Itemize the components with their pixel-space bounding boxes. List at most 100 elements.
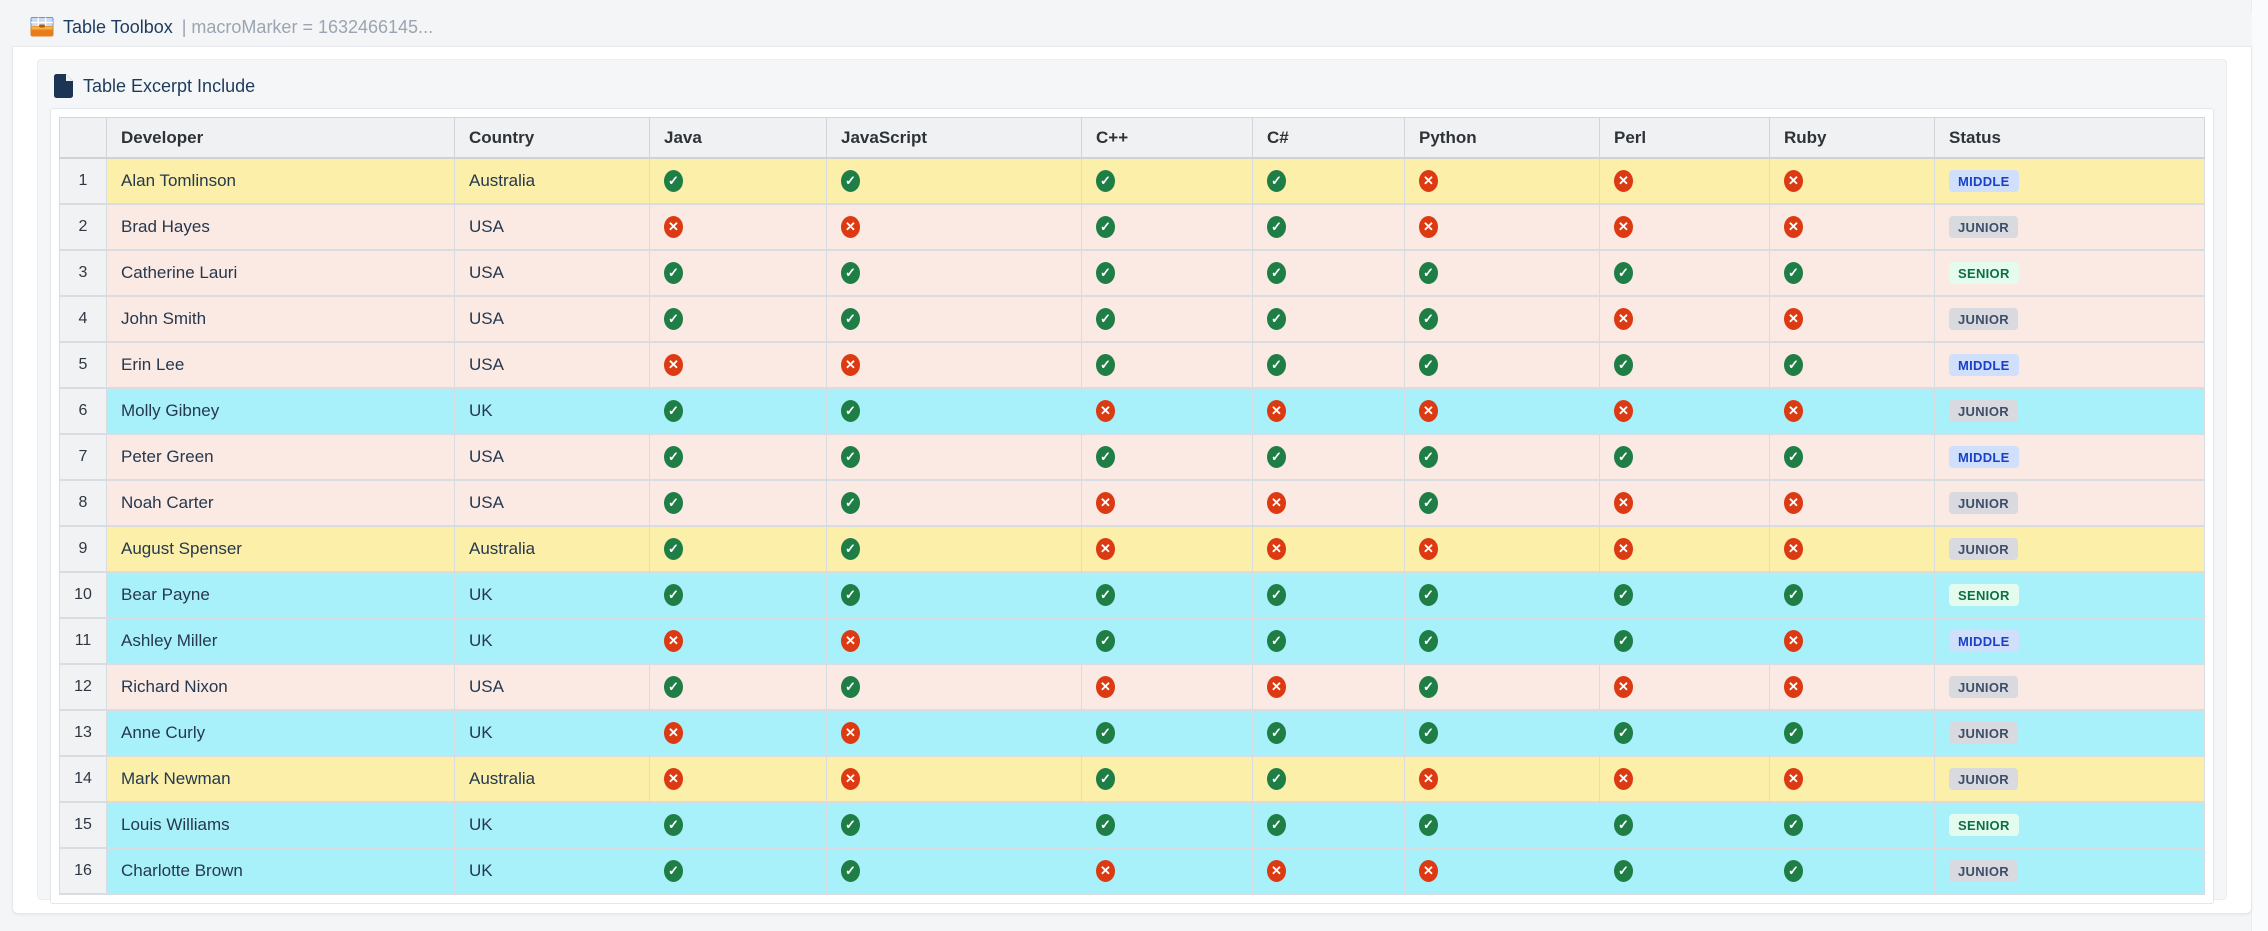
status-badge: JUNIOR	[1949, 216, 2018, 238]
status-badge: SENIOR	[1949, 584, 2019, 606]
python-cell: ✕	[1405, 757, 1600, 803]
row-number-cell: 14	[59, 757, 107, 803]
developer-cell: Richard Nixon	[107, 665, 455, 711]
javascript-cell: ✕	[827, 711, 1082, 757]
perl-cell: ✕	[1600, 757, 1770, 803]
check-icon: ✓	[1419, 308, 1438, 330]
cross-icon: ✕	[1419, 860, 1438, 882]
status-cell: JUNIOR	[1935, 527, 2205, 573]
cross-icon: ✕	[1419, 170, 1438, 192]
javascript-cell: ✓	[827, 849, 1082, 895]
cross-icon: ✕	[1614, 768, 1633, 790]
csharp-cell: ✓	[1253, 159, 1405, 205]
table-row: 7 Peter Green USA ✓ ✓ ✓ ✓ ✓ ✓ ✓ MIDDLE	[59, 435, 2205, 481]
cross-icon: ✕	[841, 630, 860, 652]
status-cell: MIDDLE	[1935, 343, 2205, 389]
check-icon: ✓	[1784, 262, 1803, 284]
check-icon: ✓	[664, 814, 683, 836]
csharp-cell: ✓	[1253, 711, 1405, 757]
java-cell: ✓	[650, 159, 827, 205]
cross-icon: ✕	[664, 722, 683, 744]
check-icon: ✓	[664, 860, 683, 882]
python-cell: ✓	[1405, 711, 1600, 757]
status-cell: MIDDLE	[1935, 435, 2205, 481]
table-row: 11 Ashley Miller UK ✕ ✕ ✓ ✓ ✓ ✓ ✕ MIDDLE	[59, 619, 2205, 665]
status-cell: MIDDLE	[1935, 159, 2205, 205]
javascript-cell: ✕	[827, 343, 1082, 389]
ruby-cell: ✓	[1770, 711, 1935, 757]
check-icon: ✓	[1614, 446, 1633, 468]
table-row: 1 Alan Tomlinson Australia ✓ ✓ ✓ ✓ ✕ ✕ ✕ MIDDLE	[59, 159, 2205, 205]
country-cell: USA	[455, 481, 650, 527]
status-cell: JUNIOR	[1935, 205, 2205, 251]
javascript-cell: ✓	[827, 573, 1082, 619]
cross-icon: ✕	[1784, 400, 1803, 422]
cross-icon: ✕	[841, 354, 860, 376]
cpp-cell: ✓	[1082, 205, 1253, 251]
macro-header[interactable]: Table Toolbox | macroMarker = 1632466145…	[12, 8, 2252, 46]
cross-icon: ✕	[1267, 538, 1286, 560]
check-icon: ✓	[1614, 860, 1633, 882]
developer-cell: Alan Tomlinson	[107, 159, 455, 205]
cpp-cell: ✕	[1082, 527, 1253, 573]
cross-icon: ✕	[664, 354, 683, 376]
column-header-ruby: Ruby	[1770, 117, 1935, 159]
row-number-cell: 4	[59, 297, 107, 343]
cross-icon: ✕	[1614, 538, 1633, 560]
developer-cell: Bear Payne	[107, 573, 455, 619]
cross-icon: ✕	[1614, 676, 1633, 698]
java-cell: ✓	[650, 389, 827, 435]
table-card: Developer Country Java JavaScript C++ C# Pytho…	[50, 108, 2214, 904]
check-icon: ✓	[1419, 354, 1438, 376]
java-cell: ✕	[650, 757, 827, 803]
perl-cell: ✓	[1600, 619, 1770, 665]
excerpt-header: Table Excerpt Include	[50, 70, 2214, 108]
cross-icon: ✕	[664, 216, 683, 238]
cpp-cell: ✓	[1082, 343, 1253, 389]
perl-cell: ✕	[1600, 159, 1770, 205]
developer-cell: Charlotte Brown	[107, 849, 455, 895]
perl-cell: ✕	[1600, 665, 1770, 711]
macro-title: Table Toolbox	[63, 16, 173, 37]
column-header-developer: Developer	[107, 117, 455, 159]
cpp-cell: ✕	[1082, 849, 1253, 895]
column-header-num	[59, 117, 107, 159]
cpp-cell: ✓	[1082, 619, 1253, 665]
status-badge: JUNIOR	[1949, 768, 2018, 790]
country-cell: USA	[455, 205, 650, 251]
status-cell: JUNIOR	[1935, 389, 2205, 435]
status-badge: MIDDLE	[1949, 354, 2019, 376]
table-row: 2 Brad Hayes USA ✕ ✕ ✓ ✓ ✕ ✕ ✕ JUNIOR	[59, 205, 2205, 251]
developer-cell: Peter Green	[107, 435, 455, 481]
developer-cell: Anne Curly	[107, 711, 455, 757]
row-number-cell: 3	[59, 251, 107, 297]
cross-icon: ✕	[664, 630, 683, 652]
cross-icon: ✕	[1784, 768, 1803, 790]
row-number-cell: 1	[59, 159, 107, 205]
python-cell: ✓	[1405, 803, 1600, 849]
developers-table: Developer Country Java JavaScript C++ C# Pytho…	[59, 117, 2205, 895]
ruby-cell: ✓	[1770, 435, 1935, 481]
java-cell: ✓	[650, 527, 827, 573]
python-cell: ✓	[1405, 343, 1600, 389]
cross-icon: ✕	[1419, 216, 1438, 238]
developer-cell: August Spenser	[107, 527, 455, 573]
cross-icon: ✕	[841, 722, 860, 744]
country-cell: USA	[455, 297, 650, 343]
cpp-cell: ✓	[1082, 297, 1253, 343]
cpp-cell: ✓	[1082, 711, 1253, 757]
status-cell: JUNIOR	[1935, 665, 2205, 711]
check-icon: ✓	[1096, 814, 1115, 836]
check-icon: ✓	[1096, 216, 1115, 238]
check-icon: ✓	[841, 308, 860, 330]
java-cell: ✕	[650, 343, 827, 389]
vertical-scrollbar[interactable]	[2251, 0, 2268, 931]
country-cell: UK	[455, 389, 650, 435]
cross-icon: ✕	[1614, 400, 1633, 422]
check-icon: ✓	[841, 814, 860, 836]
javascript-cell: ✓	[827, 435, 1082, 481]
country-cell: UK	[455, 803, 650, 849]
check-icon: ✓	[1784, 814, 1803, 836]
check-icon: ✓	[1096, 262, 1115, 284]
developer-cell: Brad Hayes	[107, 205, 455, 251]
